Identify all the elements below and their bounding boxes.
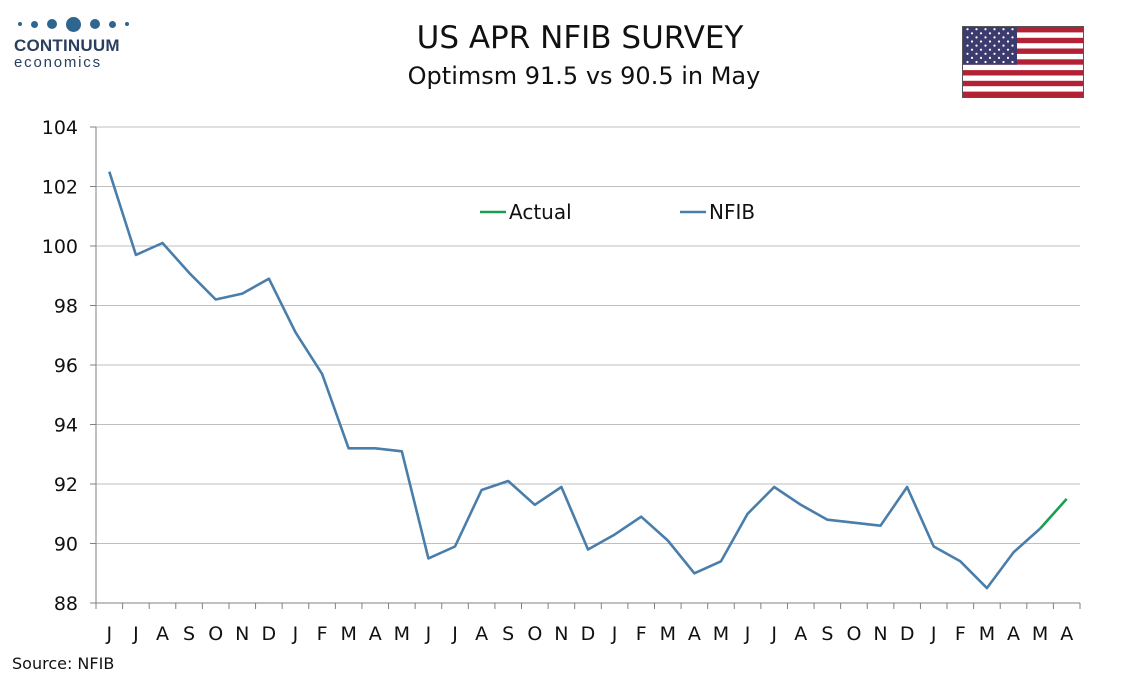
x-tick-label: J (292, 623, 299, 645)
x-tick-label: J (451, 623, 458, 645)
x-tick-label: J (611, 623, 618, 645)
x-tick-label: D (900, 623, 915, 645)
x-tick-label: N (873, 623, 887, 645)
logo-sub: economics (14, 54, 102, 71)
x-tick-label: A (688, 623, 701, 645)
y-tick-label: 100 (42, 236, 78, 258)
y-tick-label: 94 (54, 415, 78, 437)
legend-label-actual: Actual (509, 200, 572, 224)
x-tick-label: O (527, 623, 542, 645)
x-tick-label: O (846, 623, 861, 645)
x-tick-label: J (425, 623, 432, 645)
y-tick-label: 102 (42, 177, 78, 199)
chart-title: US APR NFIB SURVEY (416, 20, 744, 56)
x-tick-label: J (132, 623, 139, 645)
chart-subtitle: Optimsm 91.5 vs 90.5 in May (407, 62, 761, 90)
x-tick-label: M (660, 623, 676, 645)
x-tick-label: J (744, 623, 751, 645)
logo-dots-icon (14, 14, 144, 34)
x-tick-label: M (979, 623, 995, 645)
x-tick-label: D (581, 623, 596, 645)
x-tick-label: O (208, 623, 223, 645)
x-tick-label: A (475, 623, 488, 645)
x-tick-label: S (502, 623, 514, 645)
x-tick-label: S (183, 623, 195, 645)
logo-name: CONTINUUM (14, 36, 120, 55)
series-line-actual (1039, 498, 1068, 530)
source-note: Source: NFIB (12, 654, 115, 673)
y-tick-label: 96 (54, 355, 78, 377)
y-tick-label: 98 (54, 296, 78, 318)
us-flag-icon (962, 26, 1084, 98)
x-tick-label: N (554, 623, 568, 645)
x-tick-label: A (156, 623, 169, 645)
x-tick-label: A (794, 623, 807, 645)
x-tick-label: F (955, 623, 966, 645)
y-tick-label: 92 (54, 474, 78, 496)
x-tick-label: M (1032, 623, 1048, 645)
x-tick-label: A (369, 623, 382, 645)
y-tick-label: 90 (54, 534, 78, 556)
x-tick-label: J (105, 623, 112, 645)
x-tick-label: M (713, 623, 729, 645)
x-tick-label: N (235, 623, 249, 645)
x-tick-label: S (821, 623, 833, 645)
x-tick-label: M (394, 623, 410, 645)
continuum-logo: CONTINUUM economics (14, 14, 144, 71)
legend-label-nfib: NFIB (709, 200, 755, 224)
y-tick-label: 104 (42, 117, 78, 139)
x-tick-label: A (1007, 623, 1020, 645)
x-tick-label: A (1060, 623, 1073, 645)
x-tick-label: M (340, 623, 356, 645)
x-tick-label: J (930, 623, 937, 645)
y-tick-label: 88 (54, 593, 78, 615)
x-tick-label: D (262, 623, 277, 645)
x-tick-label: F (636, 623, 647, 645)
series-line-nfib (108, 171, 1041, 590)
x-tick-label: F (317, 623, 328, 645)
x-tick-label: J (770, 623, 777, 645)
